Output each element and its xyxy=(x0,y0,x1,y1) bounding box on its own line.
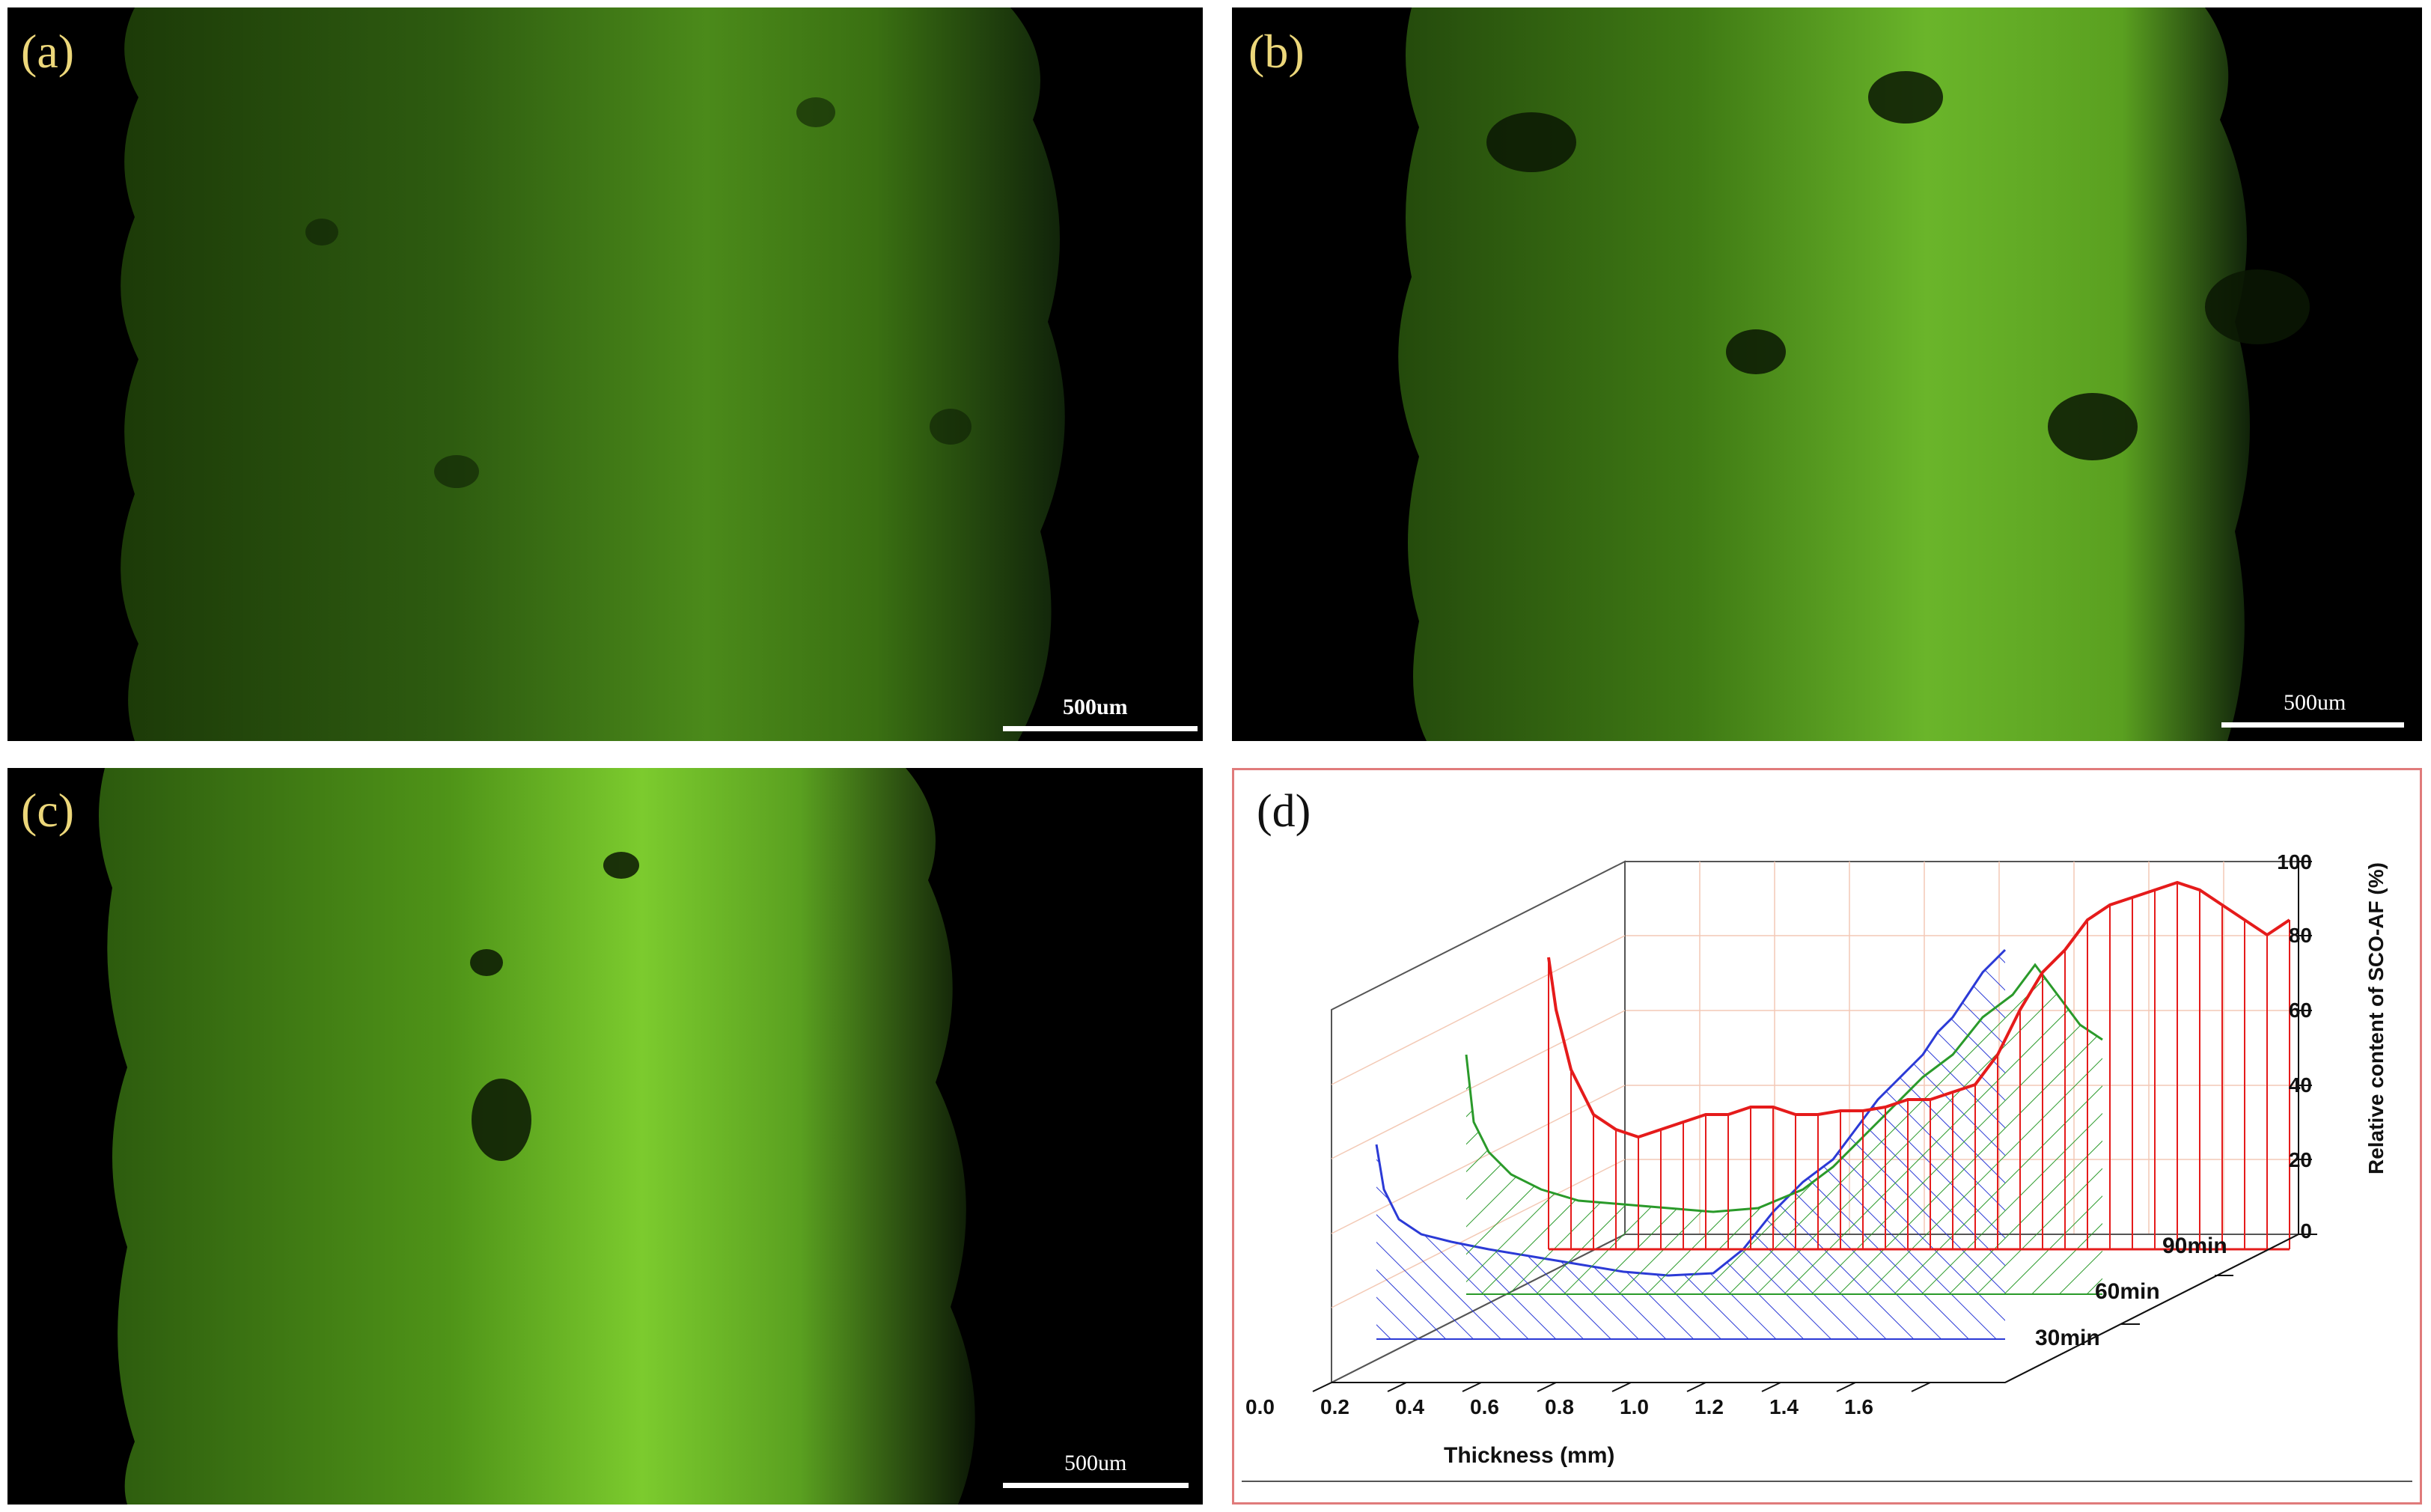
scale-bar-c xyxy=(1003,1483,1189,1488)
z-tick-80: 80 xyxy=(2289,924,2312,947)
y-tick-60min: 60min xyxy=(2095,1279,2160,1304)
x-tick-0.4: 0.4 xyxy=(1395,1395,1424,1418)
z-axis-title: Relative content of SCO-AF (%) xyxy=(2364,862,2388,1174)
panel-label-c: (c) xyxy=(21,784,75,837)
scale-bar-a xyxy=(1003,726,1198,731)
x-axis-title: Thickness (mm) xyxy=(1444,1443,1614,1468)
panel-label-b: (b) xyxy=(1248,25,1305,78)
fluorescence-image-c: (c) 500um xyxy=(7,768,1203,1505)
x-tick-1.4: 1.4 xyxy=(1769,1395,1799,1418)
y-tick-90min: 90min xyxy=(2162,1234,2227,1258)
y-ticks xyxy=(2121,1234,2317,1325)
x-tick-0.2: 0.2 xyxy=(1320,1395,1349,1418)
z-tick-60: 60 xyxy=(2289,999,2312,1022)
scale-label-c: 500um xyxy=(1064,1451,1127,1475)
series-60min-fill xyxy=(1466,965,2102,1294)
z-tick-0: 0 xyxy=(2300,1219,2312,1243)
scale-label-a: 500um xyxy=(1063,695,1128,719)
x-tick-0.6: 0.6 xyxy=(1470,1395,1499,1418)
x-ticks xyxy=(1312,1382,1931,1392)
z-tick-20: 20 xyxy=(2289,1148,2312,1171)
scale-label-b: 500um xyxy=(2284,690,2346,715)
panel-label-d: (d) xyxy=(1257,786,1311,837)
x-tick-1.6: 1.6 xyxy=(1844,1395,1873,1418)
fluorescence-image-b: (b) 500um xyxy=(1232,7,2422,741)
scale-bar-b xyxy=(2221,722,2404,728)
waterfall-plot-panel: (d) xyxy=(1232,768,2422,1505)
fluorescence-image-a: (a) 500um xyxy=(7,7,1203,741)
x-tick-0.0: 0.0 xyxy=(1245,1395,1275,1418)
waterfall-plot: 0 20 40 60 80 100 Relative content of SC… xyxy=(1242,850,2412,1482)
panel-label-a: (a) xyxy=(21,25,75,78)
series-90min-drops xyxy=(1548,882,2290,1249)
x-tick-1.2: 1.2 xyxy=(1695,1395,1724,1418)
z-tick-40: 40 xyxy=(2289,1073,2312,1097)
y-tick-30min: 30min xyxy=(2035,1326,2100,1350)
x-tick-0.8: 0.8 xyxy=(1545,1395,1574,1418)
z-tick-100: 100 xyxy=(2277,850,2312,874)
z-ticks xyxy=(2299,861,2312,1235)
series-90min-line xyxy=(1547,880,2291,1139)
x-tick-1.0: 1.0 xyxy=(1620,1395,1649,1418)
